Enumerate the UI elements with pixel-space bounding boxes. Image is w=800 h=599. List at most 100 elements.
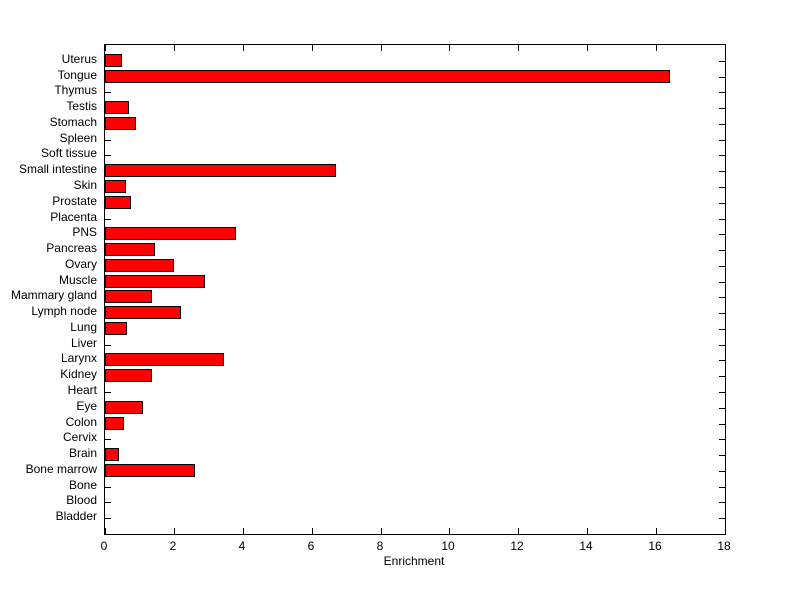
x-tick-label: 4 — [238, 539, 246, 553]
y-tick-label: Bladder — [55, 509, 97, 523]
y-tick-left — [105, 518, 111, 519]
y-tick-right — [719, 203, 725, 204]
bar — [105, 369, 152, 382]
bar — [105, 401, 143, 414]
x-tick-label: 2 — [169, 539, 177, 553]
y-tick-left — [105, 502, 111, 503]
y-tick-label: Placenta — [50, 210, 97, 224]
y-tick-right — [719, 297, 725, 298]
x-tick-bottom — [449, 528, 450, 534]
y-tick-label: Muscle — [58, 273, 97, 287]
y-tick-label: Pancreas — [46, 241, 97, 255]
x-tick-label: 0 — [100, 539, 108, 553]
y-tick-label: Soft tissue — [40, 146, 97, 160]
x-tick-label: 14 — [579, 539, 593, 553]
y-tick-right — [719, 250, 725, 251]
y-tick-label: Small intestine — [18, 162, 97, 176]
bar — [105, 164, 336, 177]
y-tick-right — [719, 455, 725, 456]
bar — [105, 54, 122, 67]
y-tick-label: Ovary — [64, 257, 97, 271]
y-tick-label: Tongue — [57, 68, 97, 82]
y-tick-right — [719, 329, 725, 330]
y-tick-label: Mammary gland — [10, 288, 97, 302]
bar — [105, 417, 124, 430]
bar — [105, 464, 195, 477]
y-tick-label: Heart — [67, 383, 97, 397]
y-tick-right — [719, 77, 725, 78]
y-tick-label: Eye — [76, 399, 97, 413]
x-tick-top — [381, 45, 382, 51]
y-tick-right — [719, 61, 725, 62]
y-tick-label: Brain — [68, 446, 97, 460]
y-tick-right — [719, 376, 725, 377]
bar — [105, 70, 670, 83]
y-tick-label: Spleen — [59, 131, 97, 145]
y-tick-right — [719, 408, 725, 409]
y-tick-left — [105, 155, 111, 156]
y-tick-label: Skin — [73, 178, 97, 192]
y-tick-label: Stomach — [49, 115, 97, 129]
y-tick-right — [719, 187, 725, 188]
y-tick-right — [719, 219, 725, 220]
x-tick-top — [725, 45, 726, 51]
y-tick-right — [719, 392, 725, 393]
bar — [105, 180, 126, 193]
y-tick-label: Uterus — [61, 52, 97, 66]
y-tick-left — [105, 392, 111, 393]
x-tick-bottom — [312, 528, 313, 534]
x-tick-label: 18 — [717, 539, 731, 553]
y-tick-label: Testis — [66, 99, 97, 113]
y-tick-right — [719, 92, 725, 93]
bar — [105, 353, 224, 366]
bar — [105, 448, 119, 461]
x-tick-bottom — [518, 528, 519, 534]
bar — [105, 306, 181, 319]
y-tick-right — [719, 487, 725, 488]
y-tick-right — [719, 345, 725, 346]
y-tick-left — [105, 92, 111, 93]
y-tick-label: Cervix — [62, 430, 97, 444]
y-tick-right — [719, 234, 725, 235]
y-tick-label: Liver — [70, 336, 97, 350]
bar — [105, 227, 236, 240]
y-tick-label: Bone marrow — [25, 462, 97, 476]
bar — [105, 290, 152, 303]
y-tick-right — [719, 360, 725, 361]
bar — [105, 101, 129, 114]
y-tick-label: Blood — [66, 493, 97, 507]
y-tick-right — [719, 155, 725, 156]
y-tick-label: Thymus — [54, 83, 97, 97]
y-tick-left — [105, 487, 111, 488]
y-tick-right — [719, 282, 725, 283]
bar — [105, 196, 131, 209]
x-tick-bottom — [381, 528, 382, 534]
y-tick-label: Bone — [68, 478, 97, 492]
bar — [105, 117, 136, 130]
y-tick-label: Kidney — [60, 367, 97, 381]
y-tick-right — [719, 124, 725, 125]
bar — [105, 259, 174, 272]
y-tick-label: Larynx — [60, 351, 97, 365]
x-tick-bottom — [105, 528, 106, 534]
x-tick-bottom — [174, 528, 175, 534]
y-tick-label: Lymph node — [31, 304, 97, 318]
y-tick-left — [105, 140, 111, 141]
x-tick-label: 10 — [441, 539, 455, 553]
y-tick-right — [719, 424, 725, 425]
y-tick-left — [105, 439, 111, 440]
bar — [105, 243, 155, 256]
y-tick-label: Prostate — [52, 194, 97, 208]
y-tick-right — [719, 439, 725, 440]
y-tick-right — [719, 518, 725, 519]
bar — [105, 322, 127, 335]
x-tick-bottom — [656, 528, 657, 534]
x-tick-top — [449, 45, 450, 51]
x-tick-top — [312, 45, 313, 51]
x-tick-top — [174, 45, 175, 51]
x-tick-bottom — [587, 528, 588, 534]
y-tick-right — [719, 171, 725, 172]
x-tick-bottom — [243, 528, 244, 534]
x-tick-top — [656, 45, 657, 51]
